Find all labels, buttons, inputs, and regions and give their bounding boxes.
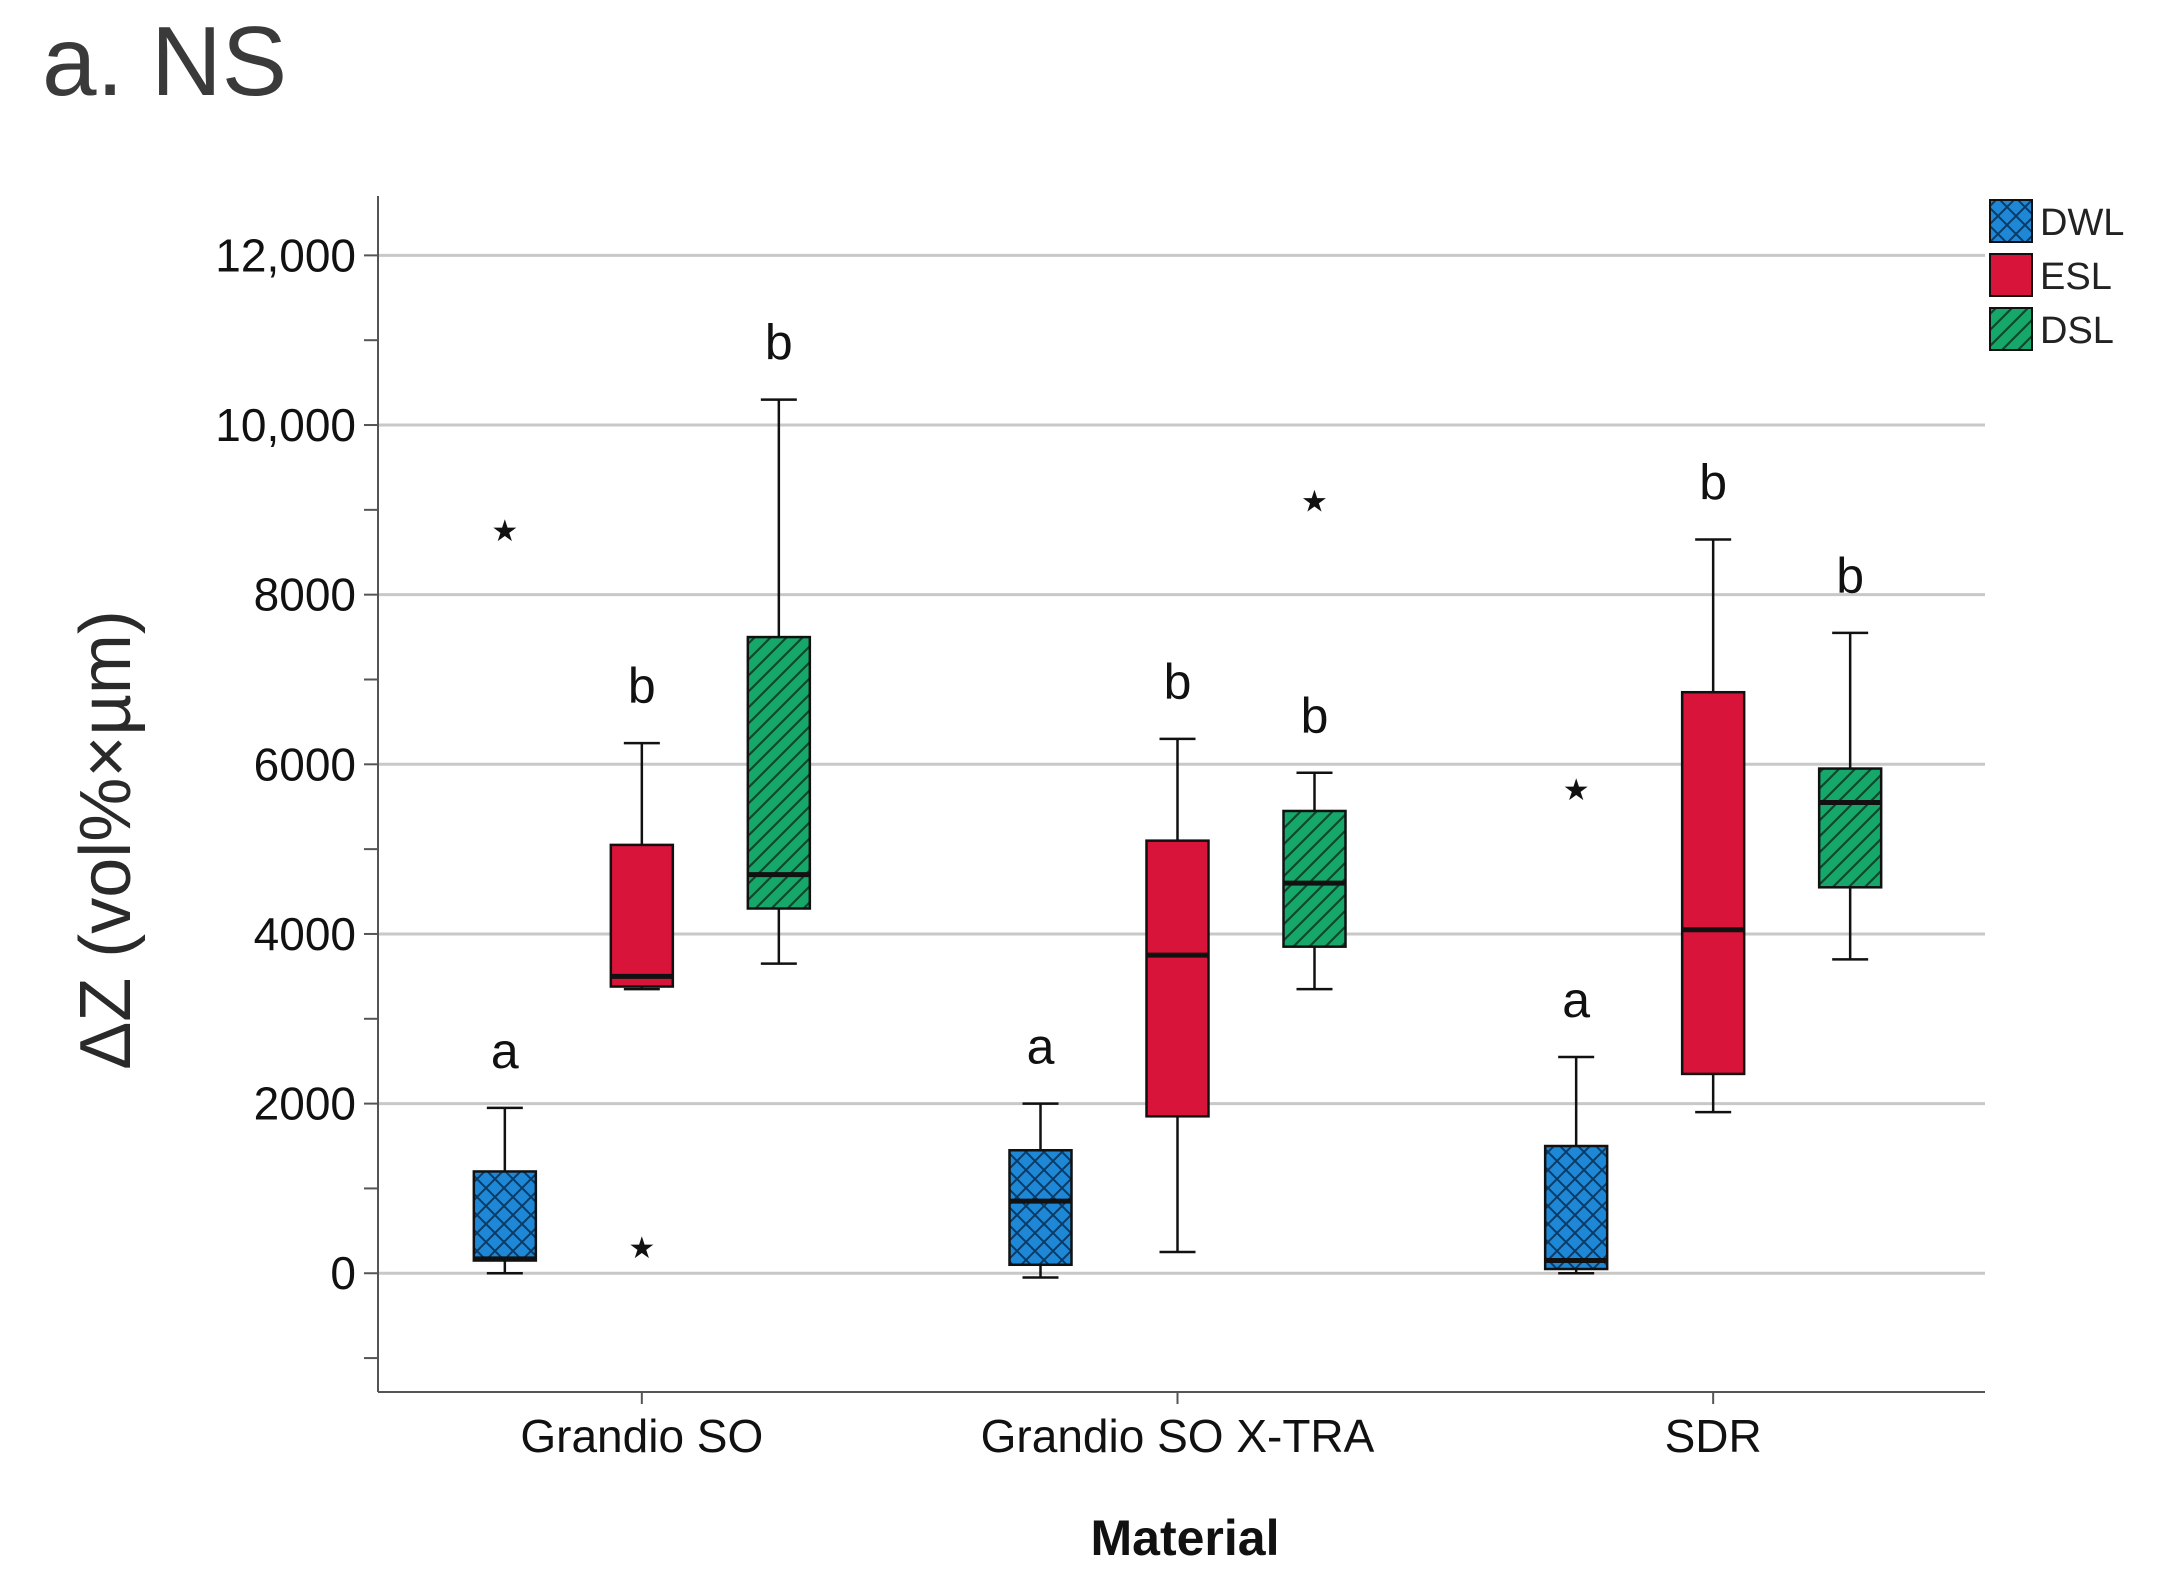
box-iqr [472, 1170, 538, 1262]
legend-label: ESL [2040, 256, 2112, 298]
box-iqr [1008, 1149, 1073, 1267]
x-category-labels: Grandio SO Grandio SO X-TRA SDR [520, 1392, 1762, 1462]
y-tick-label: 8000 [254, 569, 356, 621]
legend-label: DWL [2040, 202, 2124, 244]
y-ticks: 0 2000 4000 6000 8000 10,000 12,000 [215, 229, 378, 1360]
outlier-marker: ★ [1301, 484, 1328, 519]
box-iqr [1282, 809, 1347, 948]
significance-letter: b [765, 315, 793, 371]
box-iqr [1680, 690, 1746, 1076]
y-tick-label: 4000 [254, 908, 356, 960]
significance-letter: b [1836, 548, 1864, 604]
legend-swatch-dwl [1989, 199, 2033, 243]
box-dwl: a [1008, 1019, 1073, 1279]
axes [377, 196, 1985, 1393]
significance-letter: b [1301, 688, 1329, 744]
outlier-marker: ★ [1563, 773, 1590, 808]
box-esl: ★b [609, 658, 675, 1266]
box-dwl: ★a [1543, 773, 1609, 1275]
box-dwl: ★a [472, 514, 538, 1275]
y-tick-label: 2000 [254, 1078, 356, 1130]
y-tick-label: 0 [330, 1247, 356, 1299]
x-category-label: Grandio SO X-TRA [981, 1410, 1375, 1462]
legend-label: DSL [2040, 310, 2114, 352]
y-tick-label: 10,000 [215, 399, 356, 451]
significance-letter: b [1699, 455, 1727, 511]
figure-title: a. NS [42, 6, 288, 116]
box-dsl: ★b [1282, 484, 1347, 991]
outlier-marker: ★ [491, 514, 518, 549]
significance-letter: a [1027, 1019, 1055, 1075]
box-esl: b [1680, 455, 1746, 1114]
legend-swatch-dsl [1989, 307, 2033, 351]
box-iqr [1817, 767, 1883, 889]
significance-letter: a [491, 1023, 519, 1079]
legend-swatch-esl [1989, 253, 2033, 297]
box-iqr [1145, 839, 1210, 1118]
box-dsl: b [1817, 548, 1883, 961]
box-iqr [1543, 1144, 1609, 1271]
y-tick-label: 12,000 [215, 229, 356, 281]
x-category-label: Grandio SO [520, 1410, 763, 1462]
legend: DWL ESL DSL [1989, 199, 2124, 352]
x-category-label: SDR [1665, 1410, 1762, 1462]
significance-letter: b [628, 658, 656, 714]
significance-letter: b [1164, 654, 1192, 710]
box-iqr [746, 635, 812, 910]
x-axis-title: Material [1091, 1510, 1280, 1566]
y-tick-label: 6000 [254, 738, 356, 790]
y-axis-title: ΔZ (vol%×µm) [66, 610, 146, 1070]
box-iqr [609, 843, 675, 988]
significance-letter: a [1562, 972, 1590, 1028]
box-dsl: b [746, 315, 812, 965]
outlier-marker: ★ [628, 1231, 655, 1266]
box-esl: b [1145, 654, 1210, 1254]
